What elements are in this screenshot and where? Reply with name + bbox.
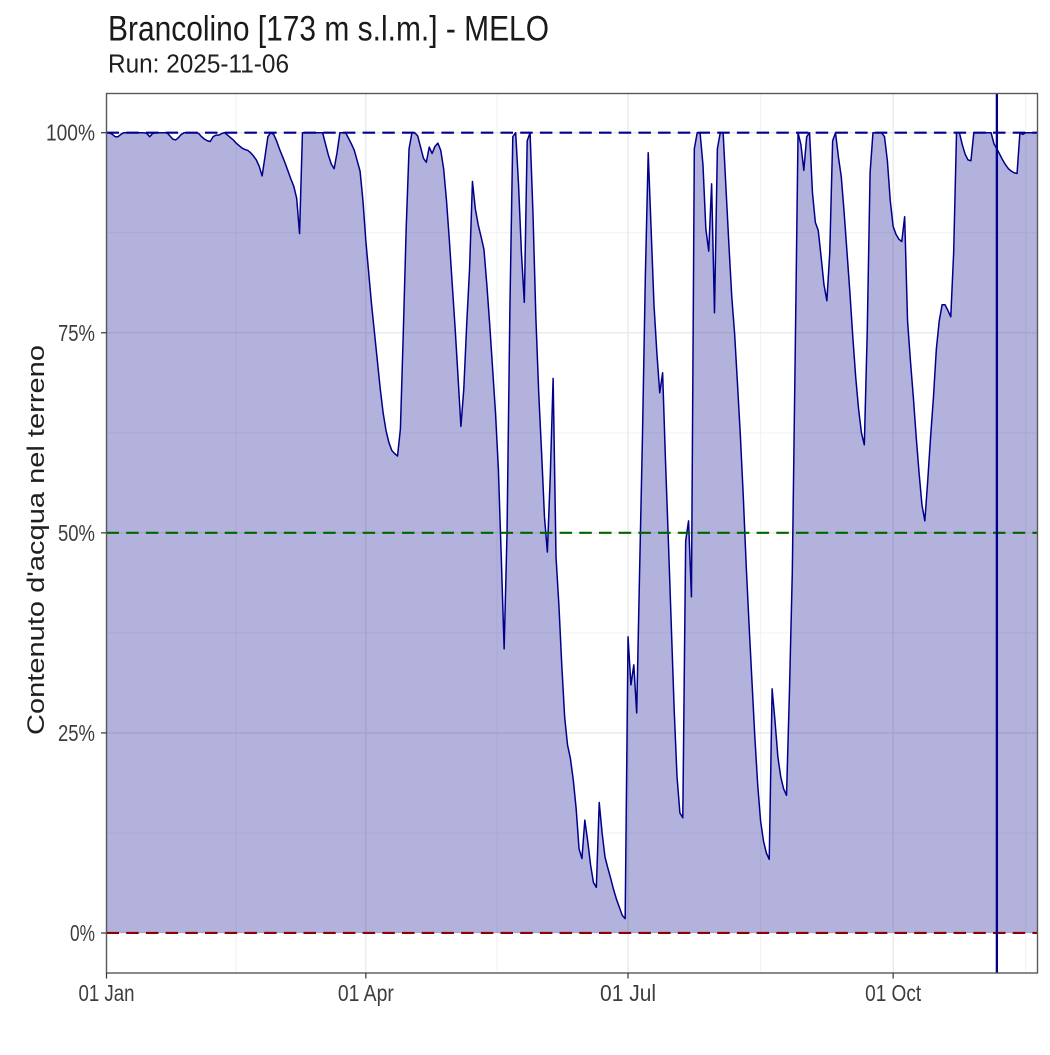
x-tick-label: 01 Jan	[79, 980, 135, 1006]
y-axis-title: Contenuto d'acqua nel terreno	[23, 345, 50, 735]
series-line	[106, 131, 1038, 920]
plot-subtitle: Run: 2025-11-06	[108, 51, 289, 79]
y-tick-label: 75%	[58, 320, 95, 346]
x-tick-label: 01 Oct	[865, 980, 921, 1006]
y-axis: 0% 25% 50% 75% 100%	[46, 120, 107, 946]
series-area-fill	[106, 132, 1038, 933]
y-tick-label: 0%	[70, 920, 95, 946]
x-tick-label: 01 Apr	[338, 980, 394, 1006]
plot-title: Brancolino [173 m s.l.m.] - MELO	[108, 10, 549, 49]
y-tick-label: 50%	[58, 520, 95, 546]
x-tick-label: 01 Jul	[600, 980, 656, 1006]
y-tick-label: 100%	[46, 120, 95, 146]
x-axis: 01 Jan 01 Apr 01 Jul 01 Oct	[79, 973, 922, 1006]
reference-lines	[106, 93, 1038, 973]
y-tick-label: 25%	[58, 720, 95, 746]
